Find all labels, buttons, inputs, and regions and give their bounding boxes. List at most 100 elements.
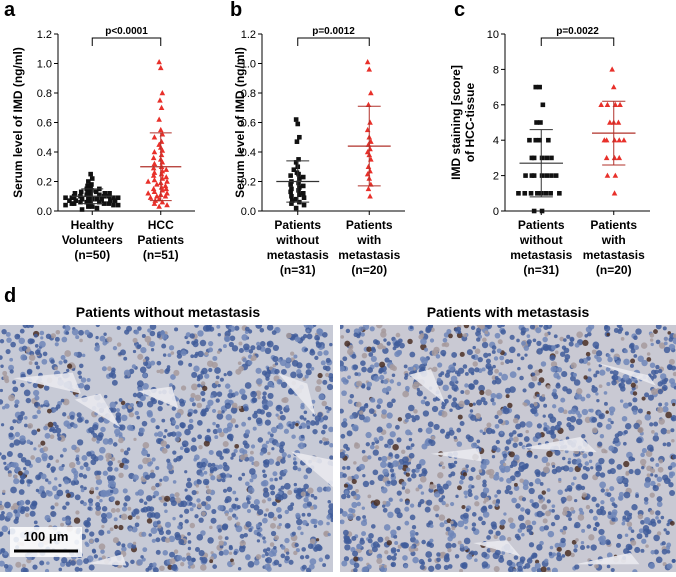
cell-nucleus	[646, 357, 652, 362]
cell-nucleus	[574, 564, 580, 570]
cell-nucleus	[100, 491, 107, 498]
cell-nucleus	[618, 382, 626, 389]
cell-nucleus	[172, 516, 176, 521]
cell-nucleus	[630, 539, 637, 546]
data-point	[150, 185, 157, 192]
cell-nucleus	[517, 528, 523, 533]
cell-nucleus	[588, 325, 595, 330]
cell-nucleus	[426, 542, 432, 547]
cell-nucleus	[267, 381, 273, 387]
cell-nucleus	[568, 517, 572, 521]
cell-nucleus	[119, 424, 126, 431]
cell-nucleus	[106, 458, 110, 462]
cell-nucleus	[158, 496, 163, 501]
cell-nucleus	[630, 348, 636, 354]
cell-nucleus	[394, 340, 401, 347]
cell-nucleus	[3, 564, 9, 569]
cell-nucleus	[494, 423, 500, 429]
cell-nucleus	[205, 495, 212, 502]
cell-nucleus	[633, 335, 638, 340]
data-point	[601, 137, 608, 143]
cell-nucleus	[24, 423, 28, 428]
cell-nucleus	[200, 564, 207, 571]
cell-nucleus	[247, 561, 255, 568]
cell-nucleus	[304, 374, 309, 379]
cell-nucleus	[218, 431, 225, 438]
cell-nucleus	[568, 466, 574, 473]
cell-nucleus	[155, 482, 160, 488]
cell-nucleus	[447, 530, 455, 537]
cell-nucleus	[539, 482, 544, 486]
cell-nucleus	[644, 534, 649, 538]
significance-bracket	[540, 37, 615, 46]
data-point	[604, 101, 611, 107]
cell-nucleus	[600, 500, 605, 505]
data-point	[365, 163, 372, 169]
cell-nucleus	[164, 537, 171, 543]
cell-nucleus	[456, 427, 462, 433]
cell-nucleus	[666, 542, 672, 548]
cell-nucleus	[84, 419, 89, 424]
data-point	[611, 154, 618, 161]
cell-nucleus	[492, 473, 500, 481]
cell-nucleus	[305, 421, 311, 427]
cell-nucleus	[432, 366, 438, 372]
cell-nucleus	[546, 499, 551, 504]
cell-nucleus	[61, 336, 68, 343]
panel-letter: d	[4, 285, 16, 307]
cell-nucleus	[652, 484, 659, 492]
cell-nucleus	[250, 444, 256, 449]
micrograph-texture	[0, 325, 333, 572]
cell-nucleus	[315, 538, 320, 542]
cell-nucleus	[77, 416, 83, 423]
cell-nucleus	[180, 500, 188, 508]
cell-nucleus	[121, 543, 126, 548]
cell-nucleus	[351, 535, 357, 541]
cell-nucleus	[262, 517, 268, 524]
cell-nucleus	[381, 387, 388, 394]
cell-nucleus	[63, 420, 70, 427]
cell-nucleus	[54, 342, 59, 347]
cell-nucleus	[660, 515, 665, 520]
cell-nucleus	[47, 480, 52, 485]
data-point	[69, 201, 75, 206]
cell-nucleus	[212, 355, 218, 361]
data-point	[156, 203, 162, 209]
cell-nucleus	[224, 330, 231, 337]
cell-nucleus	[423, 396, 427, 400]
cell-nucleus	[482, 482, 487, 488]
cell-nucleus	[264, 563, 271, 571]
cell-nucleus	[488, 529, 494, 535]
cell-nucleus	[294, 542, 299, 548]
cell-nucleus	[184, 519, 189, 524]
cell-nucleus	[471, 485, 475, 489]
cell-nucleus	[222, 462, 228, 467]
cell-nucleus	[65, 519, 70, 524]
cell-nucleus	[26, 479, 32, 484]
cell-nucleus	[0, 364, 4, 369]
cell-nucleus	[326, 409, 330, 414]
cell-nucleus	[95, 474, 101, 481]
cell-nucleus	[113, 517, 118, 522]
cell-nucleus	[293, 482, 298, 487]
cell-nucleus	[204, 351, 209, 356]
cell-nucleus	[157, 406, 163, 412]
cell-nucleus	[272, 355, 279, 363]
cell-nucleus	[658, 459, 664, 464]
cell-nucleus	[313, 524, 318, 528]
cell-nucleus	[340, 519, 345, 525]
cell-nucleus	[537, 494, 544, 500]
y-tick-label: 0.6	[241, 118, 256, 130]
cell-nucleus	[66, 368, 70, 373]
cell-nucleus	[497, 339, 503, 345]
cell-nucleus	[224, 536, 229, 541]
cell-nucleus	[485, 469, 492, 475]
cell-nucleus	[264, 552, 270, 557]
cell-nucleus	[307, 512, 312, 517]
cell-nucleus	[227, 515, 233, 521]
cell-nucleus	[453, 460, 458, 465]
cell-nucleus	[411, 417, 417, 423]
cell-nucleus	[413, 409, 418, 414]
cell-nucleus	[504, 387, 511, 394]
cell-nucleus	[29, 338, 35, 344]
